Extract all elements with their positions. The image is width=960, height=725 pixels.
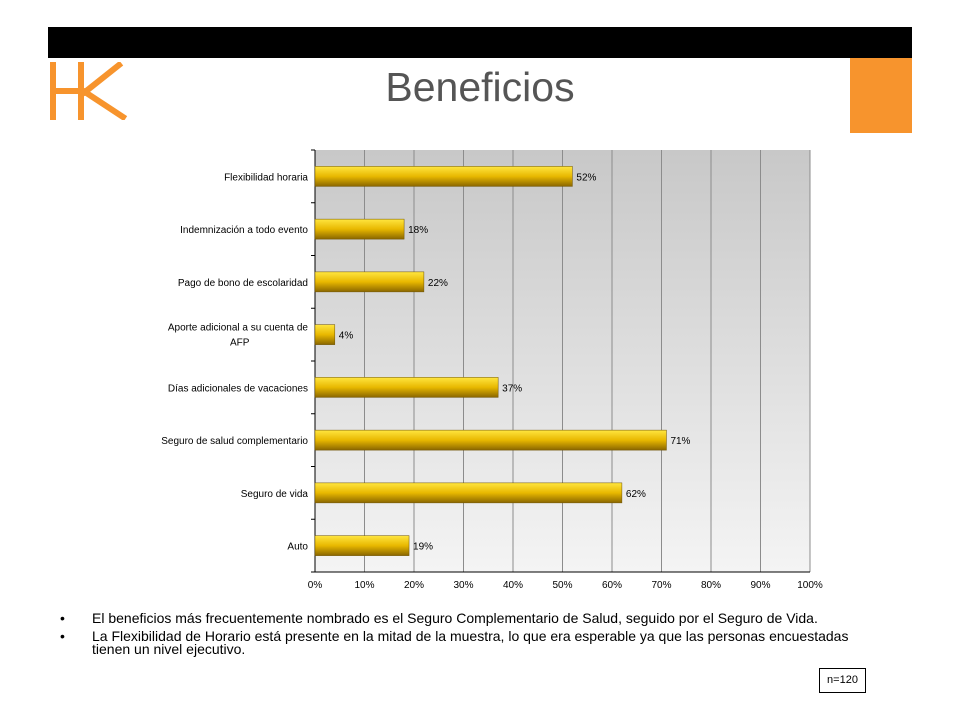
bar xyxy=(314,218,405,240)
x-tick-label: 40% xyxy=(503,580,523,591)
x-tick-label: 90% xyxy=(750,580,770,591)
note-text: El beneficios más frecuentemente nombrad… xyxy=(92,610,818,626)
data-label: 19% xyxy=(413,542,433,553)
note-item: • La Flexibilidad de Horario está present… xyxy=(58,628,888,657)
category-label: Días adicionales de vacaciones xyxy=(168,383,308,394)
x-tick-label: 70% xyxy=(651,580,671,591)
data-label: 4% xyxy=(339,331,354,342)
bullet-dot: • xyxy=(60,610,65,626)
data-label: 18% xyxy=(408,225,428,236)
sample-size-box: n=120 xyxy=(819,668,866,693)
category-label: Pago de bono de escolaridad xyxy=(178,278,308,289)
category-label: Indemnización a todo evento xyxy=(180,225,308,236)
bar xyxy=(314,377,499,398)
category-label: Flexibilidad horaria xyxy=(224,172,308,183)
data-label: 71% xyxy=(670,436,690,447)
bar xyxy=(314,271,425,293)
bar xyxy=(314,429,667,451)
x-tick-label: 80% xyxy=(701,580,721,591)
x-tick-label: 100% xyxy=(797,580,823,591)
header-bar xyxy=(48,27,912,58)
bullet-dot: • xyxy=(60,628,65,644)
page-title: Beneficios xyxy=(385,64,575,110)
x-tick-label: 50% xyxy=(552,580,572,591)
category-label: Aporte adicional a su cuenta de xyxy=(168,323,309,334)
x-tick-label: 10% xyxy=(354,580,374,591)
hk-logo xyxy=(50,62,128,120)
category-label: Auto xyxy=(287,542,308,553)
bar xyxy=(314,166,573,187)
category-label: Seguro de vida xyxy=(241,489,309,500)
x-tick-label: 20% xyxy=(404,580,424,591)
notes-list: • El beneficios más frecuentemente nombra… xyxy=(58,610,888,661)
x-tick-label: 30% xyxy=(453,580,473,591)
category-label: Seguro de salud complementario xyxy=(161,436,308,447)
category-label-cont: AFP xyxy=(230,338,250,349)
note-item: • El beneficios más frecuentemente nombra… xyxy=(58,610,888,626)
note-text: La Flexibilidad de Horario está presente… xyxy=(92,628,849,657)
bar xyxy=(314,535,410,556)
x-tick-label: 60% xyxy=(602,580,622,591)
brand-accent-block xyxy=(850,58,912,133)
data-label: 37% xyxy=(502,383,522,394)
x-tick-label: 0% xyxy=(308,580,323,591)
data-label: 52% xyxy=(576,172,596,183)
bar xyxy=(314,324,336,345)
data-label: 62% xyxy=(626,489,646,500)
bar xyxy=(314,482,623,504)
data-label: 22% xyxy=(428,278,448,289)
